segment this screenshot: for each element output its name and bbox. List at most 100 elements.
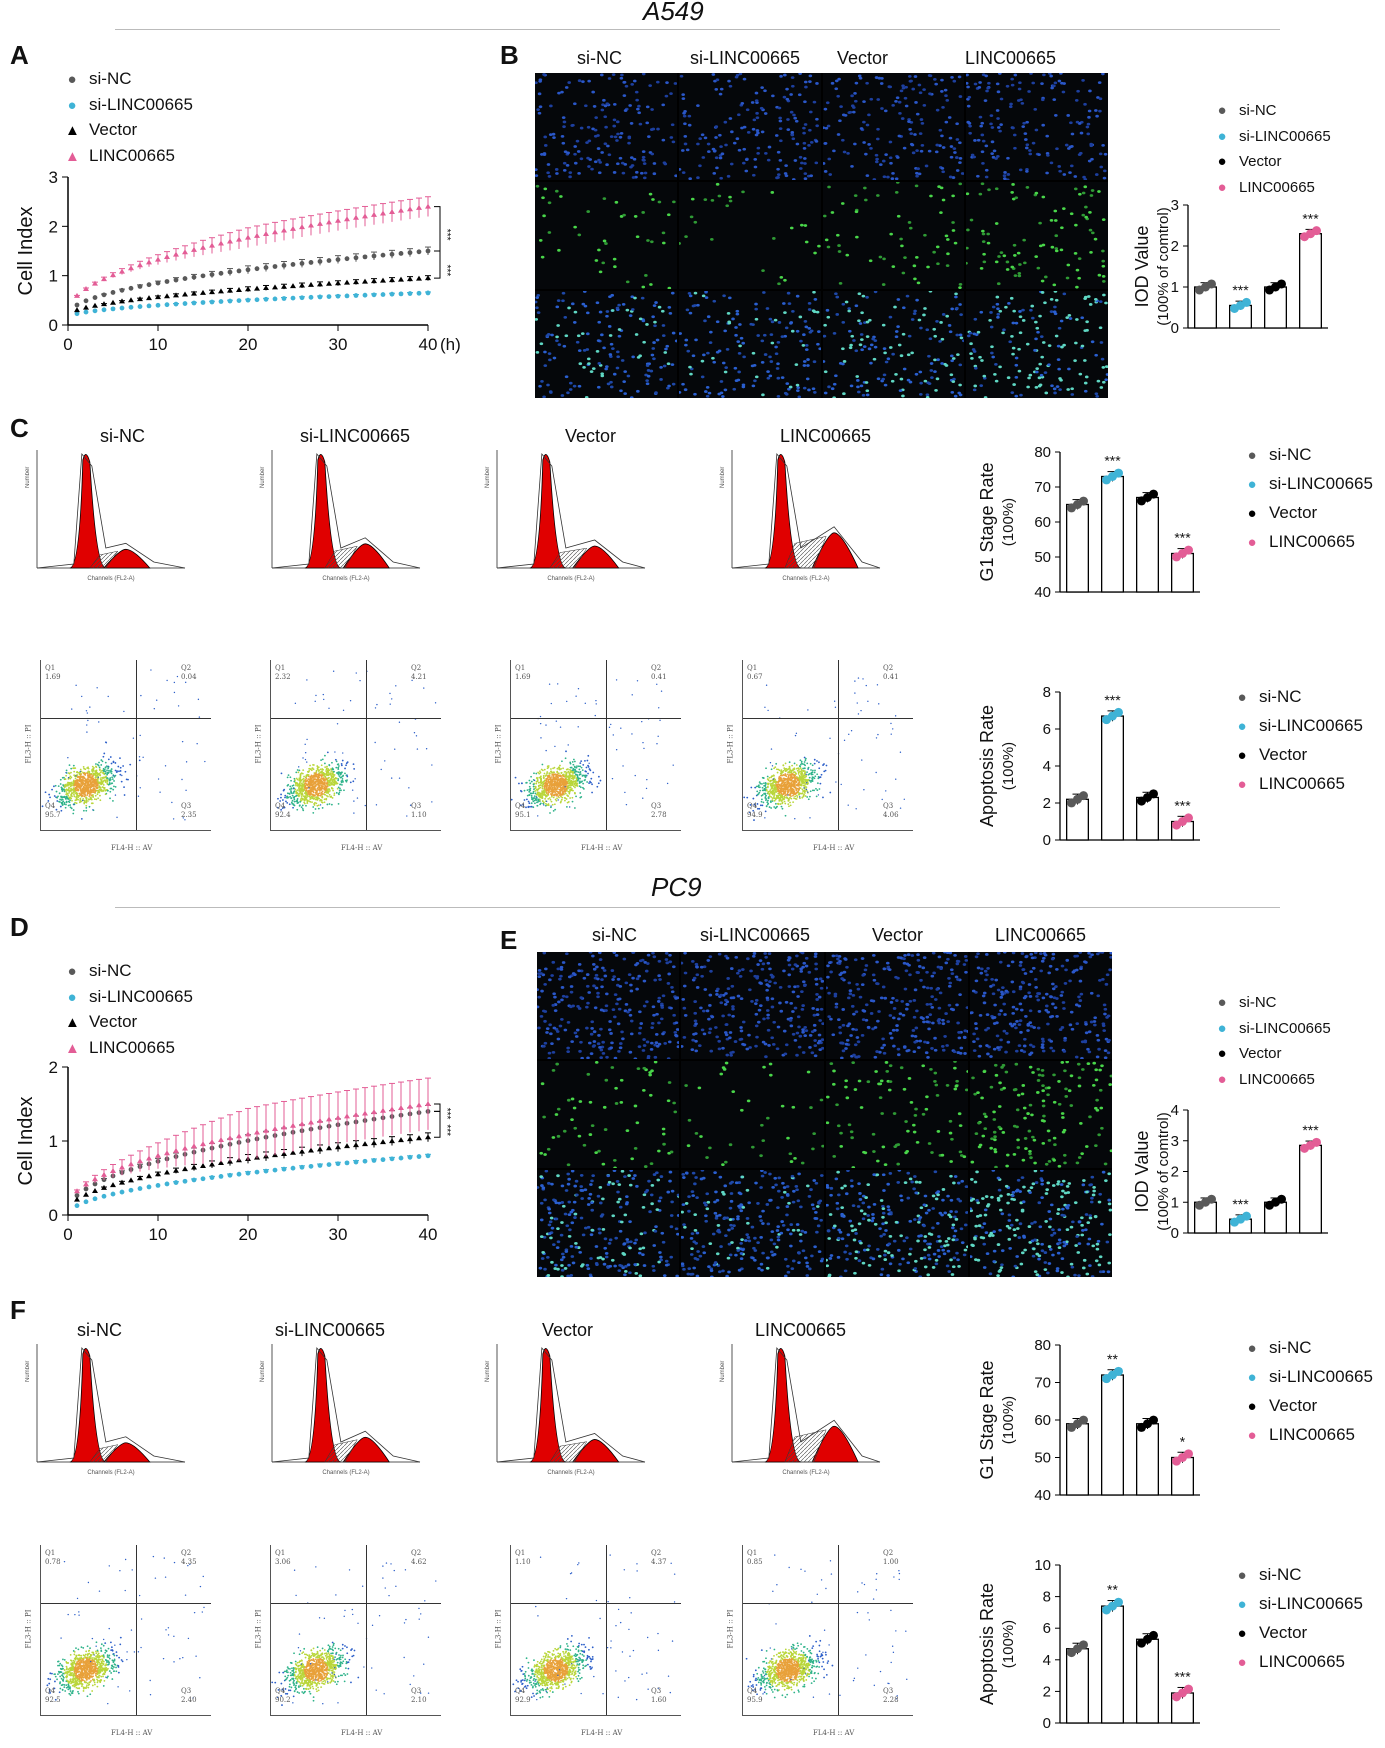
nucleus <box>1090 157 1095 161</box>
nucleus <box>562 344 567 348</box>
nucleus <box>734 333 738 337</box>
nucleus <box>837 250 841 253</box>
nucleus <box>683 235 688 238</box>
nucleus <box>587 79 591 83</box>
event <box>61 802 64 805</box>
event <box>559 726 562 728</box>
event <box>101 772 104 774</box>
nucleus <box>795 294 800 298</box>
nucleus <box>1018 310 1023 313</box>
nucleus <box>882 373 886 377</box>
event <box>588 762 590 765</box>
nucleus <box>634 170 639 174</box>
event <box>94 780 97 783</box>
event <box>76 794 79 797</box>
event <box>596 785 599 788</box>
nucleus <box>616 132 620 136</box>
event <box>281 799 284 801</box>
nucleus <box>636 389 640 393</box>
event <box>317 804 320 807</box>
event <box>86 791 89 794</box>
nucleus <box>997 126 1001 129</box>
event <box>109 778 112 781</box>
event <box>567 771 569 774</box>
nucleus <box>954 306 959 310</box>
event <box>292 803 295 806</box>
event <box>98 772 101 775</box>
event <box>579 792 582 794</box>
data-point <box>344 279 350 285</box>
quadrant-divider <box>366 660 367 830</box>
nucleus <box>1041 98 1045 102</box>
nucleus <box>1031 81 1036 85</box>
nucleus <box>1095 114 1100 118</box>
nucleus <box>679 74 684 78</box>
data-point <box>245 267 251 273</box>
event <box>303 799 306 802</box>
microscopy-grid-b <box>535 73 1108 398</box>
nucleus <box>627 141 631 145</box>
nucleus <box>912 264 916 268</box>
nucleus <box>753 165 758 169</box>
event <box>320 786 323 789</box>
nucleus <box>872 357 876 361</box>
nucleus <box>597 320 602 324</box>
nucleus <box>990 325 994 329</box>
nucleus <box>548 358 552 362</box>
nucleus <box>808 110 813 114</box>
event <box>294 702 297 705</box>
nucleus <box>1104 152 1108 156</box>
panel-letter-c: C <box>10 413 29 443</box>
nucleus <box>560 134 565 138</box>
nucleus <box>957 363 962 367</box>
data-point <box>209 289 215 295</box>
nucleus <box>575 340 580 344</box>
quadrant-label: Q4 <box>45 802 56 810</box>
nucleus <box>674 174 677 178</box>
nucleus <box>685 308 689 312</box>
nucleus <box>798 155 803 159</box>
nucleus <box>852 142 857 146</box>
event <box>541 800 544 803</box>
nucleus <box>708 330 713 334</box>
nucleus <box>776 176 780 179</box>
event <box>65 791 68 793</box>
nucleus <box>605 163 609 167</box>
data-point <box>74 311 80 317</box>
event <box>181 778 183 781</box>
event <box>55 790 58 793</box>
nucleus <box>1101 249 1105 253</box>
nucleus <box>790 309 795 313</box>
nucleus <box>591 90 595 94</box>
nucleus <box>780 335 784 339</box>
nucleus <box>880 377 885 381</box>
event <box>568 771 571 774</box>
event <box>309 800 312 803</box>
event <box>309 796 312 799</box>
event <box>563 770 566 773</box>
histogram-outline <box>731 452 881 569</box>
nucleus <box>1081 79 1086 82</box>
nucleus <box>729 162 734 166</box>
event <box>101 776 104 779</box>
event <box>303 797 306 799</box>
event <box>571 782 574 784</box>
data-point <box>191 300 197 306</box>
event <box>332 776 335 779</box>
event <box>319 782 322 785</box>
event <box>543 780 545 783</box>
event <box>75 771 78 774</box>
data-point <box>362 292 368 298</box>
nucleus <box>763 353 768 356</box>
nucleus <box>881 159 886 163</box>
nucleus <box>991 355 996 359</box>
nucleus <box>1052 84 1056 88</box>
nucleus <box>953 241 957 245</box>
event <box>577 726 579 728</box>
event <box>56 800 59 802</box>
nucleus <box>980 133 985 137</box>
nucleus <box>736 340 740 343</box>
event <box>320 759 322 762</box>
event <box>322 777 325 780</box>
event <box>541 795 544 798</box>
